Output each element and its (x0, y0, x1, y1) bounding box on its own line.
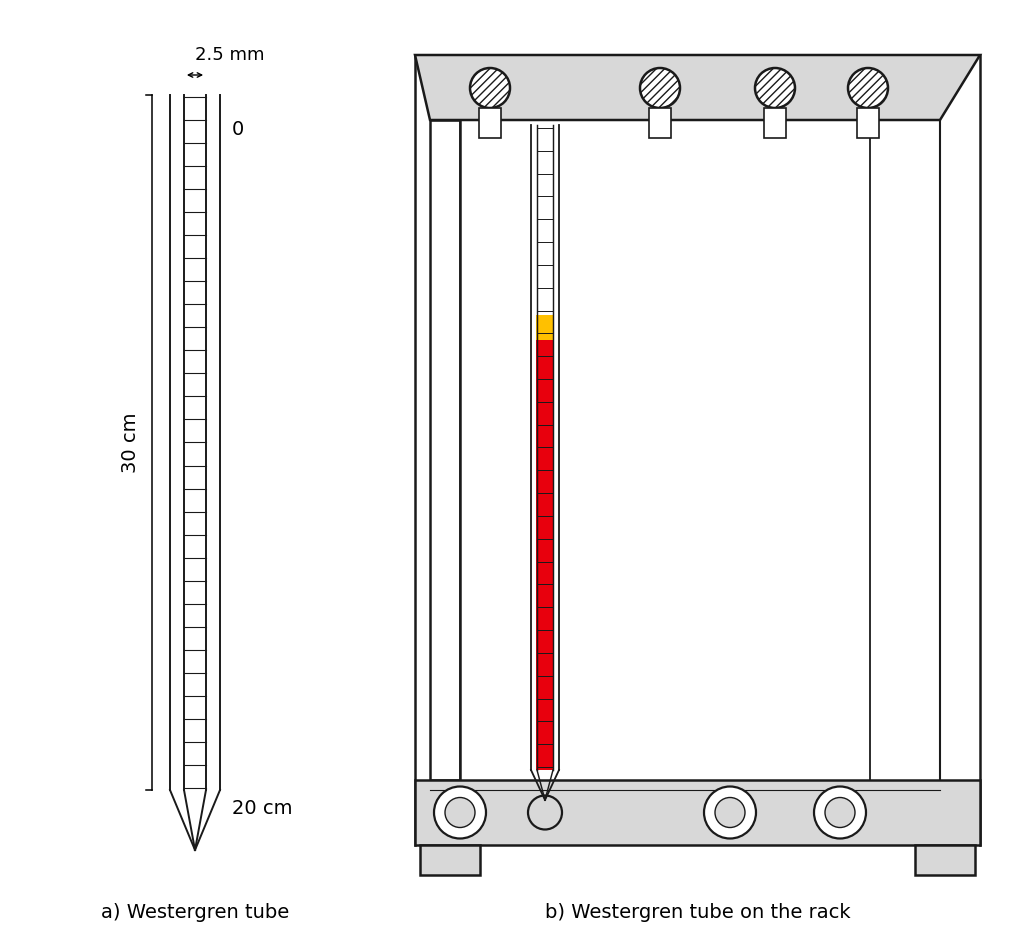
Circle shape (528, 795, 562, 830)
Bar (430, 120, 460, 780)
Text: 30 cm: 30 cm (120, 412, 139, 472)
Bar (420, 845, 480, 875)
Circle shape (640, 68, 680, 108)
Bar (915, 845, 975, 875)
Bar (649, 108, 671, 138)
Bar (857, 108, 879, 138)
Circle shape (755, 68, 795, 108)
Circle shape (434, 787, 486, 839)
Circle shape (814, 787, 866, 839)
Bar (536, 340, 554, 770)
Circle shape (825, 798, 855, 828)
Bar (460, 120, 940, 780)
Bar (536, 315, 554, 340)
Text: 2.5 mm: 2.5 mm (195, 46, 265, 64)
Text: 20 cm: 20 cm (232, 799, 293, 817)
Circle shape (715, 798, 745, 828)
Text: 0: 0 (232, 121, 244, 140)
Text: a) Westergren tube: a) Westergren tube (101, 902, 289, 922)
Circle shape (848, 68, 888, 108)
Bar (479, 108, 501, 138)
Polygon shape (415, 780, 980, 845)
Text: b) Westergren tube on the rack: b) Westergren tube on the rack (544, 902, 850, 922)
Polygon shape (415, 55, 980, 120)
Bar (764, 108, 786, 138)
Circle shape (470, 68, 510, 108)
Circle shape (445, 798, 475, 828)
Circle shape (704, 787, 756, 839)
